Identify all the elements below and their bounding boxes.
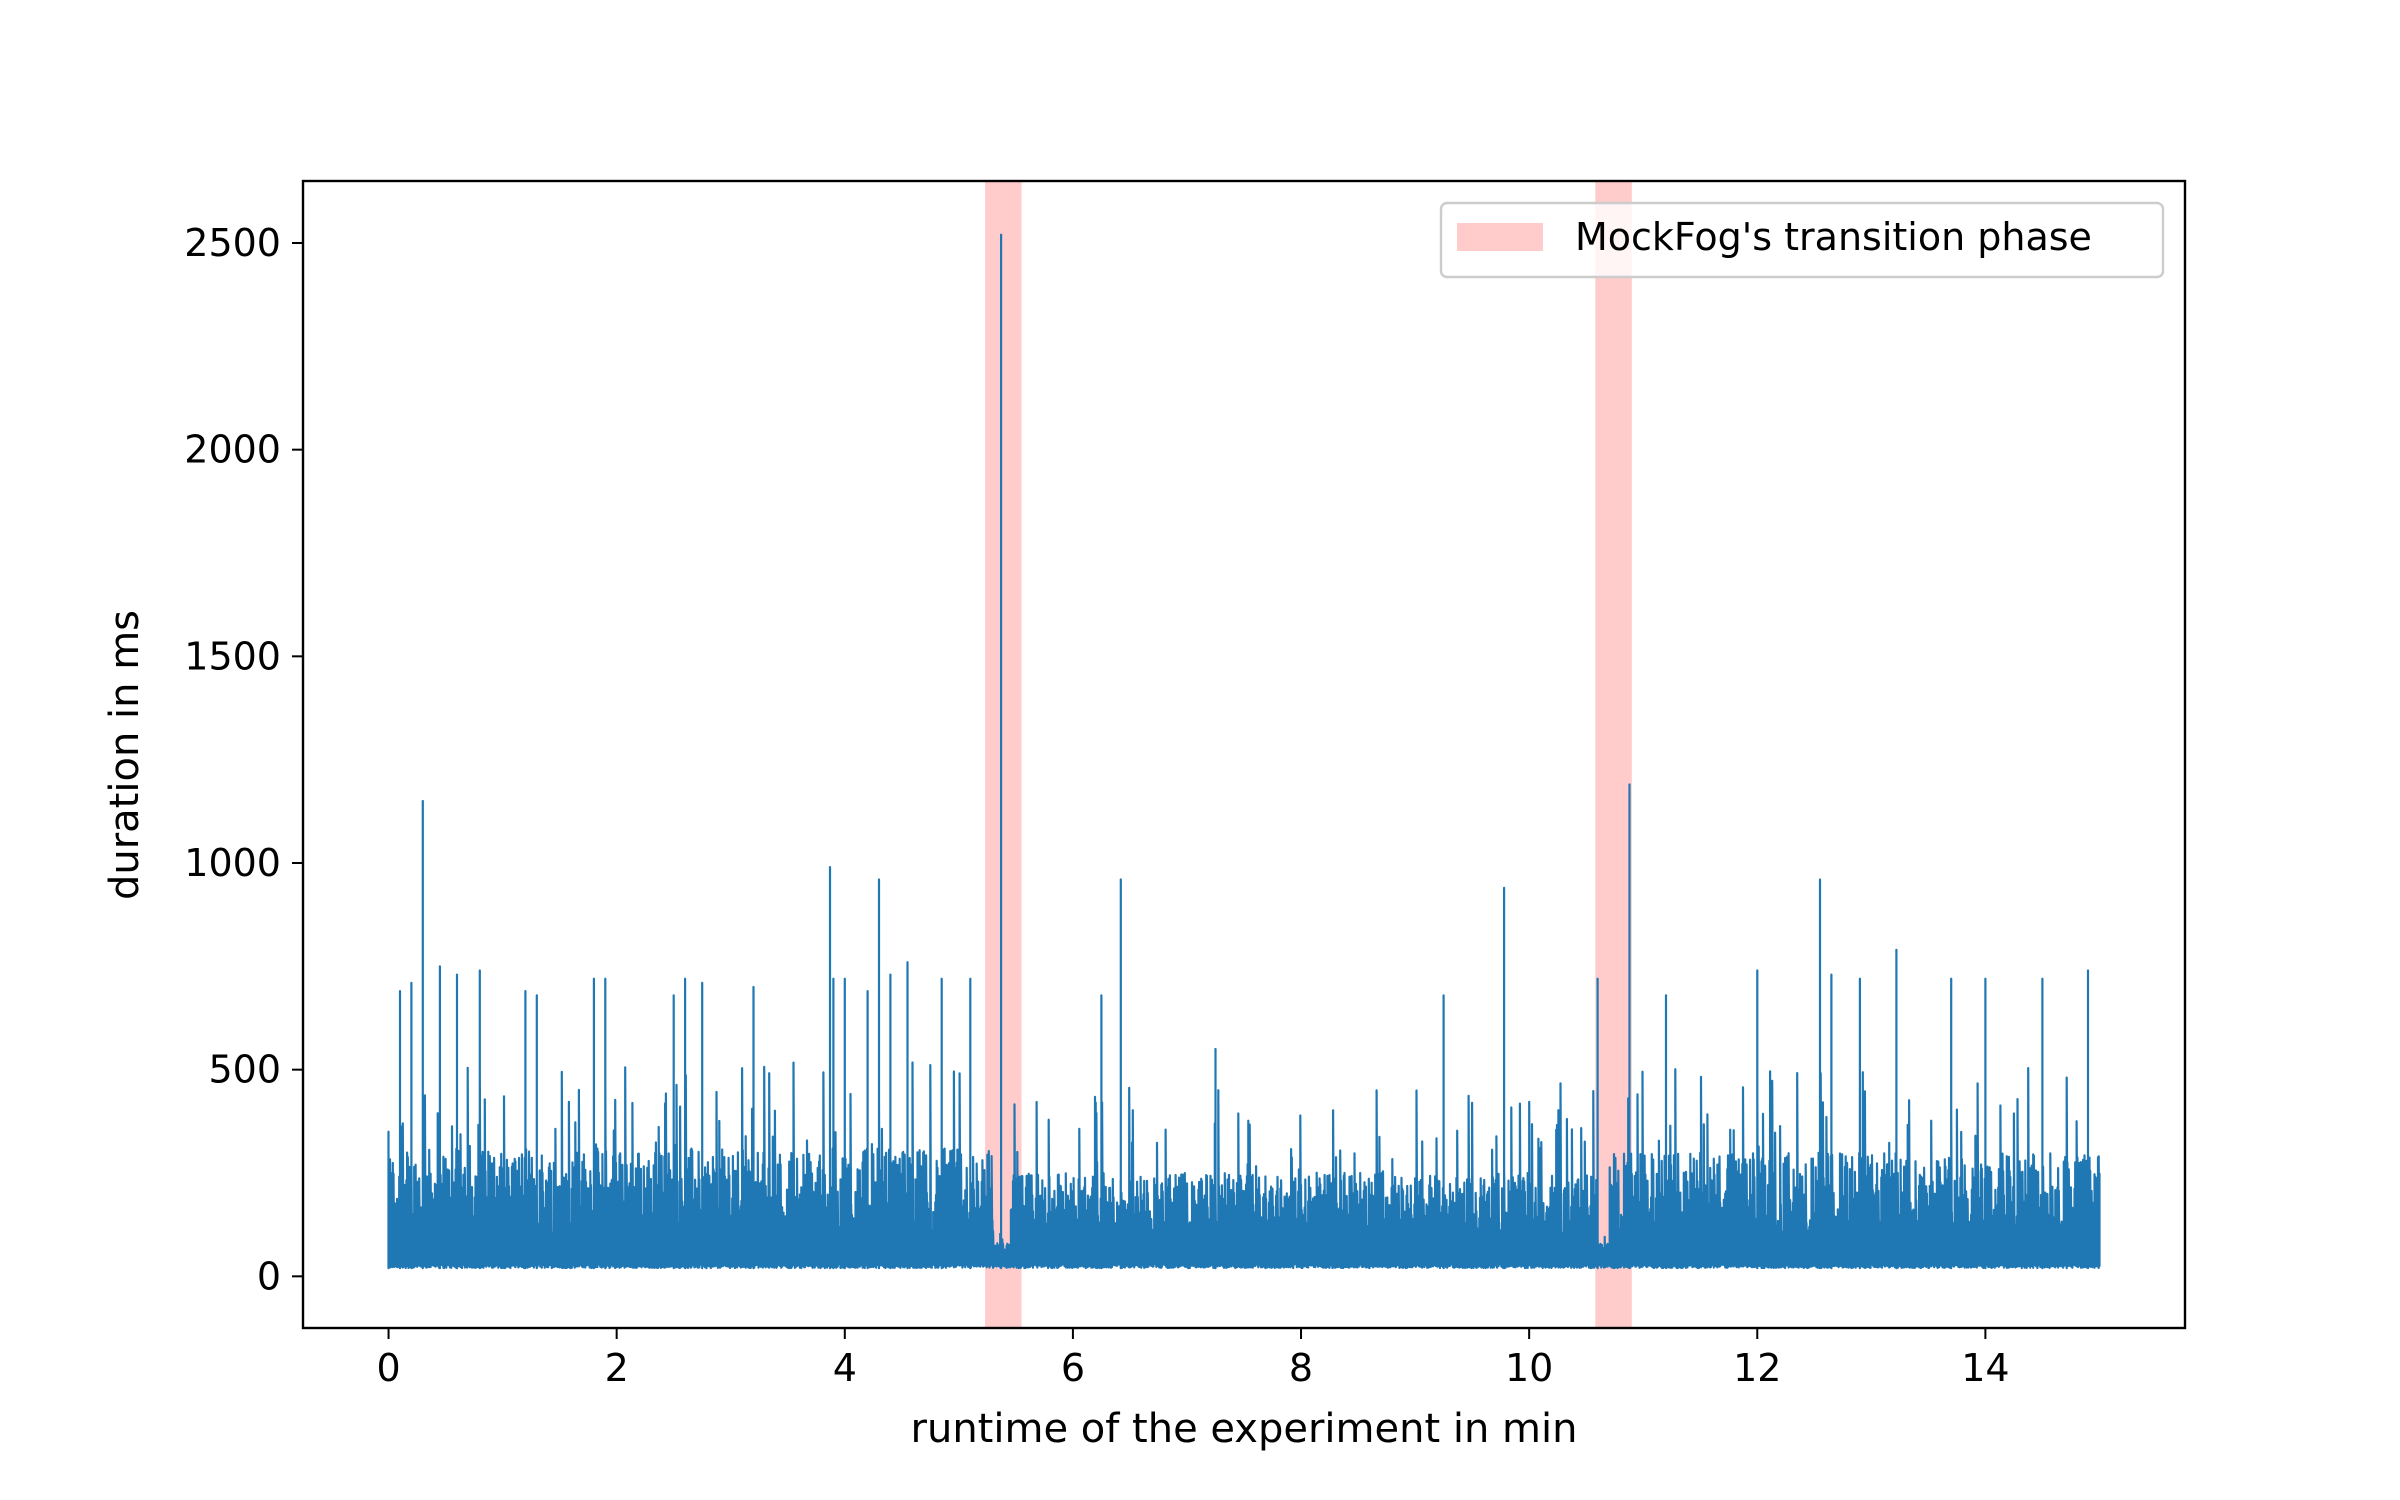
x-tick-label: 2 <box>605 1346 629 1390</box>
y-axis-label: duration in ms <box>102 610 148 900</box>
y-tick-label: 500 <box>208 1048 281 1092</box>
y-axis-ticks: 0 500 1000 1500 2000 2500 <box>184 221 303 1298</box>
y-tick-label: 2500 <box>184 221 281 265</box>
transition-phase-band-2 <box>1595 181 1632 1328</box>
x-tick-label: 12 <box>1733 1346 1781 1390</box>
x-tick-label: 8 <box>1289 1346 1313 1390</box>
y-tick-label: 2000 <box>184 428 281 472</box>
y-tick-label: 1500 <box>184 634 281 678</box>
x-tick-label: 0 <box>376 1346 400 1390</box>
duration-series <box>387 233 2101 1270</box>
y-tick-label: 1000 <box>184 841 281 885</box>
transition-phase-bands <box>985 181 1632 1328</box>
legend-label: MockFog's transition phase <box>1575 215 2092 259</box>
x-tick-label: 4 <box>833 1346 857 1390</box>
y-tick-label: 0 <box>257 1254 281 1298</box>
legend-swatch <box>1457 223 1543 251</box>
legend-frame <box>1439 201 2165 279</box>
x-tick-label: 10 <box>1505 1346 1553 1390</box>
x-tick-label: 14 <box>1961 1346 2009 1390</box>
duration-line <box>387 233 2101 1270</box>
x-tick-label: 6 <box>1061 1346 1085 1390</box>
x-axis-ticks: 0 2 4 6 8 10 12 14 <box>376 1328 2010 1390</box>
legend: MockFog's transition phase <box>1439 201 2165 279</box>
plot-frame <box>301 179 2187 1330</box>
x-axis-label: runtime of the experiment in min <box>911 1406 1578 1452</box>
